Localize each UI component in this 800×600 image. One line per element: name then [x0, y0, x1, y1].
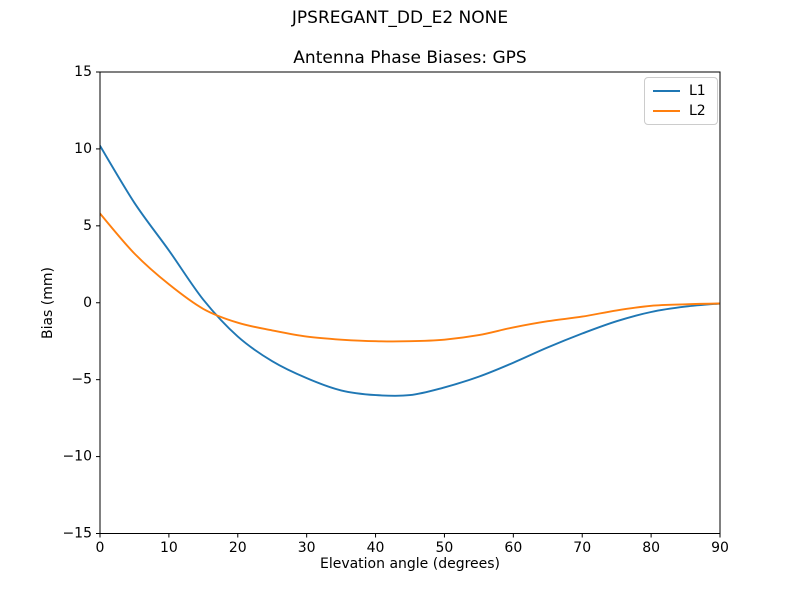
plot-frame — [99, 71, 721, 534]
x-tick-label: 40 — [367, 540, 385, 556]
y-tick-label: −5 — [71, 372, 92, 388]
x-axis-label: Elevation angle (degrees) — [319, 556, 501, 572]
y-tick-label: −10 — [62, 449, 92, 465]
series-line-l1 — [100, 144, 720, 397]
y-tick-label: 15 — [74, 64, 92, 80]
legend-entry-l2: L2 — [653, 103, 709, 119]
x-tick-label: 80 — [642, 540, 660, 556]
y-tick-label: 0 — [83, 295, 92, 311]
x-tick-label: 10 — [160, 540, 178, 556]
series-line-l2 — [100, 212, 720, 343]
x-tick-label: 70 — [573, 540, 591, 556]
x-tick-label: 30 — [298, 540, 316, 556]
x-tick-label: 90 — [711, 540, 729, 556]
x-tick-label: 20 — [229, 540, 247, 556]
axes-title: Antenna Phase Biases: GPS — [293, 48, 527, 68]
figure-suptitle: JPSREGANT_DD_E2 NONE — [291, 8, 509, 28]
y-tick-label: 5 — [83, 218, 92, 234]
legend-entry-l1: L1 — [653, 83, 709, 99]
legend-line-sample-l2 — [653, 109, 680, 112]
legend-label: L1 — [689, 83, 706, 100]
x-tick-label: 0 — [96, 540, 105, 556]
legend-line-sample-l1 — [653, 90, 680, 93]
legend-label: L2 — [689, 102, 706, 119]
y-axis-label: Bias (mm) — [40, 266, 56, 340]
x-tick-label: 60 — [504, 540, 522, 556]
legend: L1 L2 — [644, 77, 718, 125]
y-tick-label: 10 — [74, 141, 92, 157]
x-tick-label: 50 — [436, 540, 454, 556]
y-tick-label: −15 — [62, 526, 92, 542]
